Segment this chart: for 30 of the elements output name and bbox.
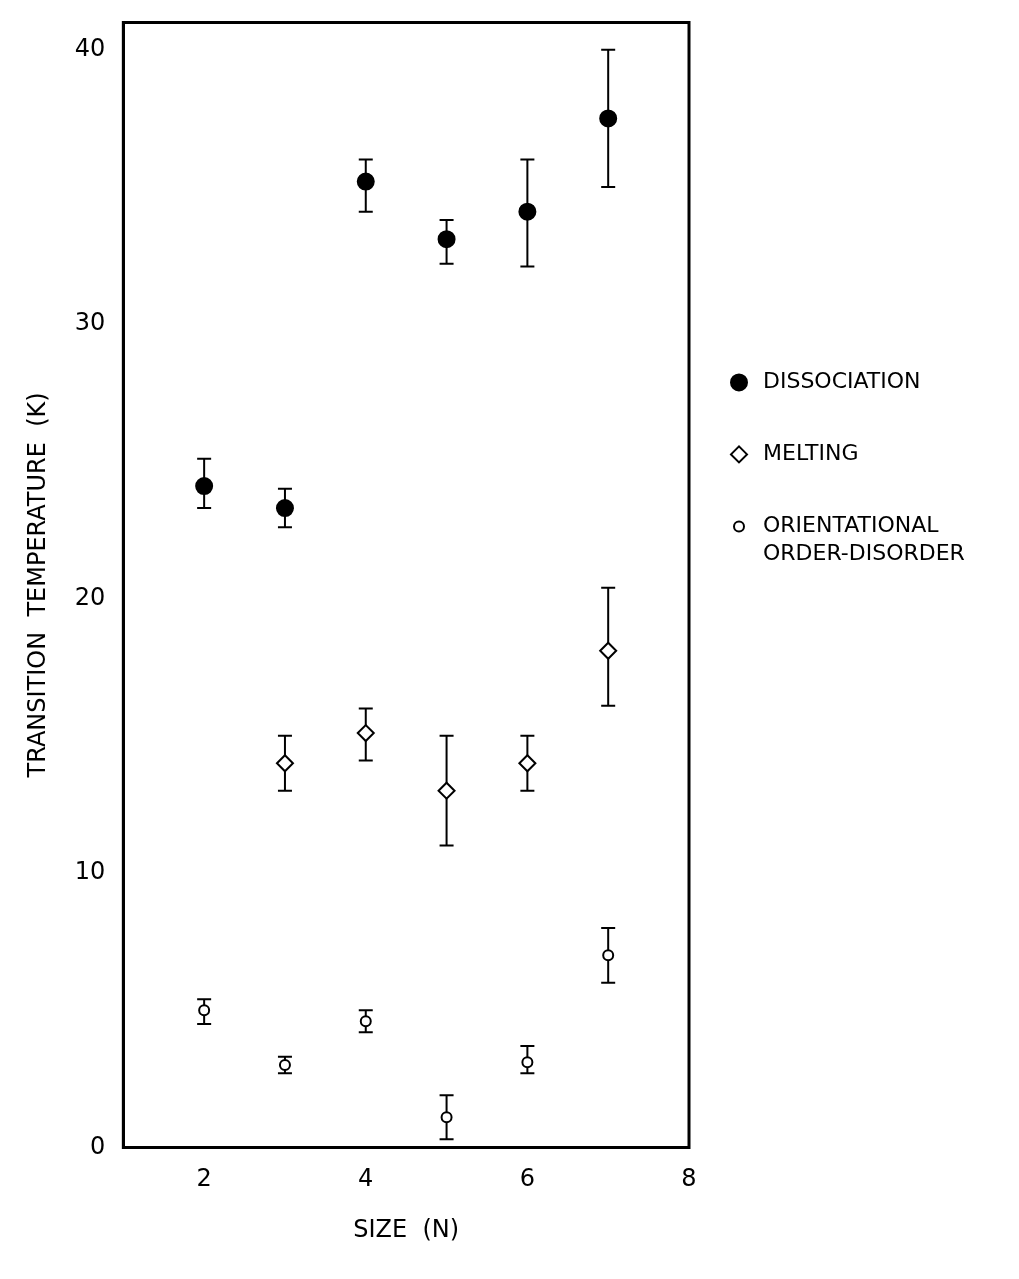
legend-label: DISSOCIATION <box>763 368 921 394</box>
y-axis-title: TRANSITION TEMPERATURE (K) <box>22 392 51 779</box>
point <box>356 724 375 743</box>
point <box>195 477 214 496</box>
y-tick-label: 30 <box>74 308 106 337</box>
point <box>437 230 456 249</box>
point <box>440 1111 453 1124</box>
y-tick-label: 0 <box>90 1131 106 1160</box>
x-tick-label: 8 <box>681 1164 697 1193</box>
point <box>599 641 618 660</box>
point <box>518 754 537 773</box>
x-axis-title: SIZE (N) <box>353 1214 460 1243</box>
point <box>518 202 537 221</box>
y-tick-label: 10 <box>74 857 106 886</box>
point <box>198 1004 211 1017</box>
point <box>275 754 294 773</box>
point <box>599 109 618 128</box>
point <box>521 1056 534 1069</box>
point <box>359 1015 372 1028</box>
legend-label: MELTING <box>763 440 859 466</box>
x-tick-label: 2 <box>196 1164 212 1193</box>
point <box>437 781 456 800</box>
y-tick-label: 40 <box>74 34 106 63</box>
y-tick-label: 20 <box>74 582 106 611</box>
point <box>602 949 615 962</box>
point <box>275 499 294 518</box>
point <box>356 172 375 191</box>
x-tick-label: 4 <box>358 1164 374 1193</box>
legend-label: ORIENTATIONAL ORDER-DISORDER <box>763 512 965 566</box>
x-tick-label: 6 <box>519 1164 536 1193</box>
